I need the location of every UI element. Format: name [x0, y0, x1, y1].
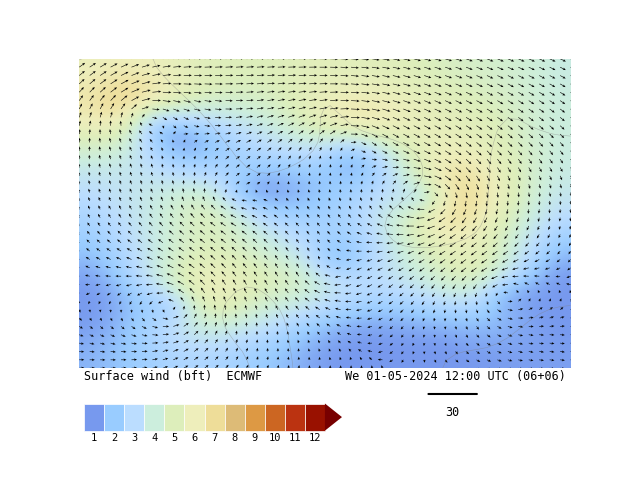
- Bar: [84, 403, 104, 431]
- Text: 12: 12: [309, 433, 321, 443]
- Text: We 01-05-2024 12:00 UTC (06+06): We 01-05-2024 12:00 UTC (06+06): [345, 369, 566, 383]
- Bar: [224, 403, 245, 431]
- Text: 11: 11: [288, 433, 301, 443]
- Bar: [245, 403, 265, 431]
- Text: Surface wind (bft)  ECMWF: Surface wind (bft) ECMWF: [84, 369, 262, 383]
- Text: 30: 30: [446, 406, 460, 419]
- Bar: [205, 403, 224, 431]
- Text: 4: 4: [152, 433, 157, 443]
- Text: 3: 3: [131, 433, 138, 443]
- Bar: [104, 403, 124, 431]
- Text: 6: 6: [191, 433, 198, 443]
- Bar: [184, 403, 205, 431]
- Text: 10: 10: [269, 433, 281, 443]
- Text: 1: 1: [91, 433, 98, 443]
- Polygon shape: [325, 403, 342, 431]
- Bar: [164, 403, 184, 431]
- Bar: [124, 403, 145, 431]
- Bar: [285, 403, 305, 431]
- Bar: [265, 403, 285, 431]
- Bar: [145, 403, 164, 431]
- Text: 2: 2: [111, 433, 117, 443]
- Bar: [305, 403, 325, 431]
- Text: 9: 9: [252, 433, 258, 443]
- Text: 5: 5: [171, 433, 178, 443]
- Text: 8: 8: [231, 433, 238, 443]
- Text: 7: 7: [212, 433, 217, 443]
